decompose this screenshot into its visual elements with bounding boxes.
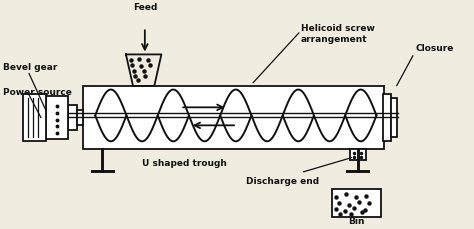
Text: U shaped trough: U shaped trough bbox=[143, 159, 228, 168]
Text: Bevel gear: Bevel gear bbox=[3, 63, 57, 72]
Bar bbox=[331, 190, 381, 216]
Bar bbox=[83, 86, 383, 149]
Text: Power source: Power source bbox=[3, 88, 72, 97]
Bar bbox=[46, 96, 68, 139]
Text: Closure: Closure bbox=[416, 44, 454, 53]
Text: Bin: Bin bbox=[348, 217, 365, 226]
Bar bbox=[383, 94, 391, 141]
Text: Discharge end: Discharge end bbox=[246, 177, 319, 186]
Text: Feed: Feed bbox=[133, 3, 157, 12]
Bar bbox=[391, 98, 397, 136]
Bar bbox=[77, 110, 83, 125]
Text: Helicoid screw
arrangement: Helicoid screw arrangement bbox=[301, 24, 374, 44]
Bar bbox=[23, 94, 46, 141]
Bar bbox=[68, 105, 77, 130]
Bar bbox=[350, 149, 365, 160]
